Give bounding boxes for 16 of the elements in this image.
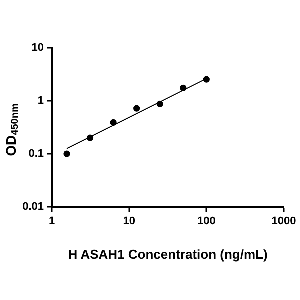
x-tick-label: 1 — [48, 216, 56, 228]
point — [203, 76, 210, 83]
point — [134, 105, 140, 112]
point — [64, 150, 70, 158]
x-tick-label: 100 — [197, 216, 216, 228]
point — [110, 119, 117, 126]
y-tick-label: 10 — [32, 42, 44, 54]
point — [86, 134, 94, 142]
x-tick-label: 10 — [123, 216, 136, 228]
y-tick-label: 0.1 — [28, 148, 44, 160]
x-tick-label: 1000 — [272, 216, 296, 228]
y-tick-label: 0.01 — [22, 201, 44, 214]
y-tick-label: 1 — [38, 95, 44, 108]
point — [156, 100, 164, 108]
x-axis-title: H ASAH1 Concentration (ng/mL) — [68, 246, 268, 262]
point — [180, 84, 187, 92]
